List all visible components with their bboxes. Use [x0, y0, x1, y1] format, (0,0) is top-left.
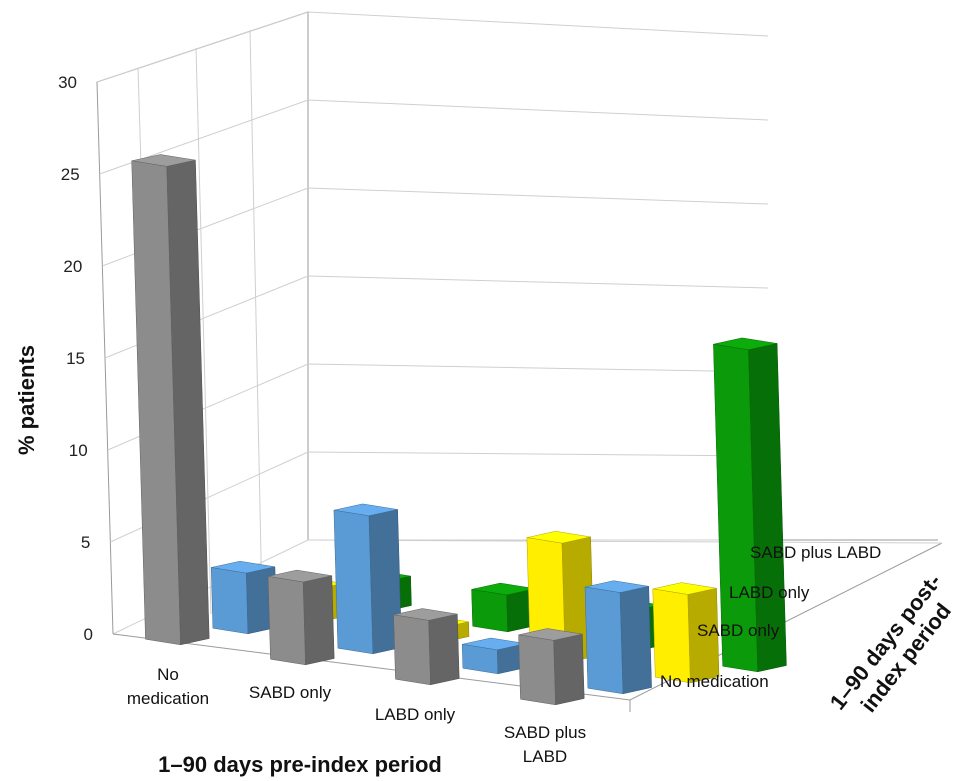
- x-category-labels: No medication SABD only LABD only SABD plus L…: [127, 665, 586, 766]
- bar: [333, 503, 402, 655]
- bar: [461, 637, 527, 675]
- y-axis-title: % patients: [14, 345, 39, 455]
- bar: [713, 337, 787, 673]
- depth-series-label: SABD only: [697, 621, 780, 640]
- depth-series-label: LABD only: [729, 583, 810, 602]
- bar: [518, 628, 585, 706]
- bar: [393, 608, 460, 686]
- y-tick-label: 25: [61, 165, 80, 184]
- chart-bars: [131, 154, 787, 706]
- y-tick-labels: 0 5 10 15 20 25 30: [58, 73, 93, 644]
- y-tick-label: 20: [63, 257, 82, 276]
- y-tick-label: 10: [69, 441, 88, 460]
- bar: [652, 582, 720, 684]
- depth-series-labels: No medication SABD only LABD only SABD plus…: [660, 543, 881, 691]
- bar: [210, 560, 277, 635]
- depth-series-label: SABD plus LABD: [750, 543, 881, 562]
- bar: [471, 582, 537, 633]
- x-axis-title: 1–90 days pre-index period: [158, 752, 442, 777]
- x-category-label: SABD only: [249, 683, 332, 702]
- bar: [584, 580, 652, 695]
- y-tick-label: 0: [84, 625, 93, 644]
- x-category-label: LABD only: [375, 705, 456, 724]
- depth-axis-title: 1–90 days post- index period: [825, 569, 956, 717]
- y-tick-label: 30: [58, 73, 77, 92]
- y-tick-label: 15: [66, 349, 85, 368]
- bar: [526, 531, 595, 664]
- x-category-label: No medication: [127, 665, 209, 708]
- depth-series-label: No medication: [660, 672, 769, 691]
- x-category-label: SABD plus LABD: [504, 723, 586, 766]
- bar: [267, 569, 335, 666]
- y-tick-label: 5: [81, 533, 90, 552]
- bar: [131, 154, 210, 646]
